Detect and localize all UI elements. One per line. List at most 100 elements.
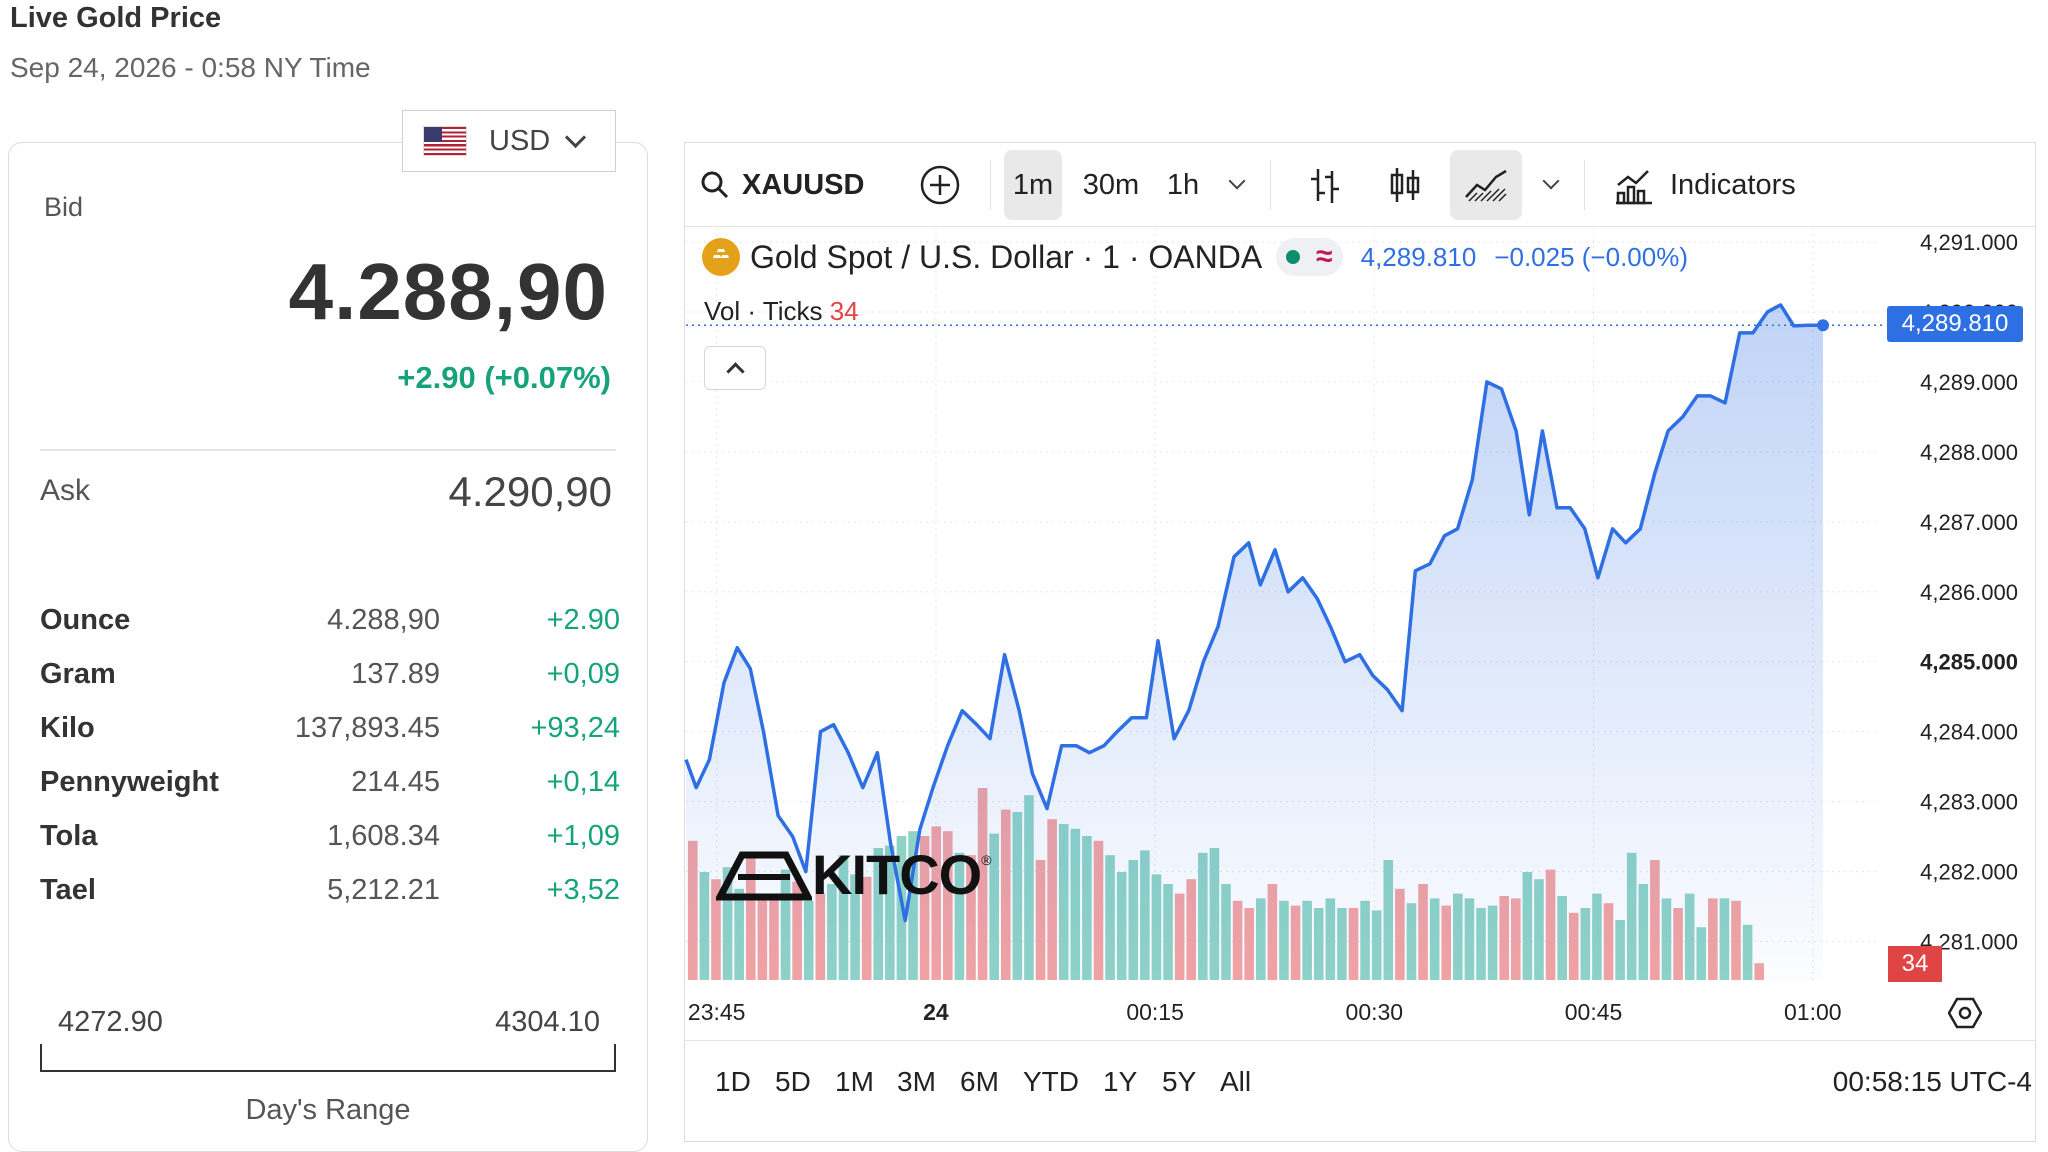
chart-type-dropdown[interactable] — [1536, 150, 1566, 220]
plus-circle-icon — [920, 165, 960, 205]
volume-legend-label: Vol · Ticks — [704, 296, 823, 326]
interval-30m[interactable]: 30m — [1082, 168, 1140, 201]
unit-row-tael: Tael 5,212.21 +3,52 — [40, 874, 620, 928]
kitco-logo-mark — [716, 851, 812, 900]
y-tick-label: 4,283.000 — [1920, 790, 2018, 815]
indicators-button[interactable]: Indicators — [1614, 150, 1814, 220]
chevron-down-icon — [1542, 172, 1560, 190]
kitco-logo: KITCO ® — [716, 842, 992, 907]
ask-label: Ask — [40, 474, 91, 507]
x-tick-label: 00:45 — [1565, 999, 1623, 1025]
legend-change: −0.025 (−0.00%) — [1494, 241, 1688, 272]
unit-row-pennyweight: Pennyweight 214.45 +0,14 — [40, 766, 620, 820]
area-chart-icon — [1465, 169, 1507, 202]
legend-status-pills[interactable]: ≈ — [1276, 238, 1343, 276]
compare-button[interactable] — [916, 150, 964, 220]
chevron-down-icon — [1228, 172, 1246, 190]
symbol-label: XAUUSD — [742, 168, 865, 201]
collapse-legend-button[interactable] — [704, 346, 766, 390]
symbol-search[interactable]: XAUUSD — [700, 150, 880, 220]
unit-row-gram: Gram 137.89 +0,09 — [40, 658, 620, 712]
day-range-bar — [40, 1044, 616, 1072]
candles-chart-type-button[interactable] — [1380, 150, 1430, 220]
last-volume-tag: 34 — [1888, 946, 1942, 982]
chart-toolbar — [684, 144, 2036, 226]
price-area-fill — [686, 304, 1823, 980]
unit-prices-table: Ounce 4.288,90 +2.90 Gram 137.89 +0,09 K… — [40, 604, 620, 928]
range-button-1m[interactable]: 1M — [835, 1066, 874, 1097]
range-button-all[interactable]: All — [1220, 1066, 1252, 1097]
range-button-1y[interactable]: 1Y — [1103, 1066, 1138, 1097]
unit-row-kilo: Kilo 137,893.45 +93,24 — [40, 712, 620, 766]
last-price-tag: 4,289.810 — [1887, 306, 2023, 342]
range-bar-divider — [684, 1040, 2036, 1041]
search-icon — [701, 171, 729, 199]
day-range-high: 4304.10 — [495, 1006, 600, 1038]
unit-row-tola: Tola 1,608.34 +1,09 — [40, 820, 620, 874]
ask-value: 4.290,90 — [448, 468, 613, 515]
x-tick-label: 00:30 — [1346, 999, 1404, 1025]
unit-price: 4.288,90 — [327, 604, 440, 636]
us-flag-icon — [423, 126, 467, 156]
range-button-ytd[interactable]: YTD — [1023, 1066, 1079, 1097]
y-tick-label: 4,286.000 — [1920, 580, 2018, 605]
range-button-1d[interactable]: 1D — [715, 1066, 751, 1097]
interval-1h[interactable]: 1h — [1166, 168, 1200, 201]
indicators-icon — [1616, 170, 1652, 205]
bid-value: 4.288,90 — [288, 247, 608, 336]
bar-chart-type-button[interactable] — [1300, 150, 1350, 220]
page-title: Live Gold Price — [10, 2, 222, 34]
y-tick-label: 4,285.000 — [1920, 650, 2018, 675]
legend-price: 4,289.810 — [1360, 241, 1477, 272]
unit-price: 1,608.34 — [327, 820, 440, 852]
interval-1m[interactable]: 1m — [1004, 150, 1062, 220]
unit-price: 214.45 — [351, 766, 440, 798]
range-button-5d[interactable]: 5D — [775, 1066, 811, 1097]
unit-change: +0,14 — [546, 766, 620, 798]
unit-name: Ounce — [40, 604, 131, 636]
kitco-wordmark: KITCO — [812, 843, 982, 906]
range-button-5y[interactable]: 5Y — [1162, 1066, 1197, 1097]
x-tick-label: 24 — [923, 999, 949, 1025]
bid-change: +2.90 (+0.07%) — [397, 360, 611, 395]
unit-name: Tael — [40, 874, 96, 906]
currency-select[interactable]: USD — [402, 110, 616, 172]
unit-name: Pennyweight — [40, 766, 219, 798]
unit-name: Gram — [40, 658, 116, 690]
range-button-6m[interactable]: 6M — [960, 1066, 999, 1097]
area-chart-type-button[interactable] — [1450, 150, 1522, 220]
ohlc-bars-icon — [1311, 169, 1339, 203]
chart-clock: 00:58:15 UTC-4 — [1832, 1066, 2032, 1097]
day-range-label: Day's Range — [245, 1094, 411, 1126]
chevron-down-icon — [565, 126, 587, 148]
registered-icon: ® — [981, 851, 992, 868]
settings-icon[interactable] — [1948, 996, 1982, 1030]
unit-price: 137,893.45 — [294, 712, 440, 744]
unit-row-ounce: Ounce 4.288,90 +2.90 — [40, 604, 620, 658]
range-button-3m[interactable]: 3M — [897, 1066, 936, 1097]
unit-change: +1,09 — [546, 820, 620, 852]
legend-symbol-name: Gold Spot / U.S. Dollar · 1 · OANDA — [750, 238, 1263, 275]
panel-divider — [40, 449, 616, 451]
y-tick-label: 4,288.000 — [1920, 440, 2018, 465]
delayed-data-icon: ≈ — [1316, 240, 1333, 273]
candlestick-icon — [1390, 168, 1420, 202]
y-tick-label: 4,291.000 — [1920, 230, 2018, 255]
y-tick-label: 4,282.000 — [1920, 860, 2018, 885]
page-subtitle: Sep 24, 2026 - 0:58 NY Time — [10, 52, 371, 83]
toolbar-divider — [684, 226, 2036, 227]
volume-legend-value: 34 — [829, 296, 859, 326]
y-tick-label: 4,289.000 — [1920, 370, 2018, 395]
x-tick-label: 00:15 — [1126, 999, 1184, 1025]
x-tick-label: 01:00 — [1784, 999, 1842, 1025]
day-range-low: 4272.90 — [58, 1006, 163, 1038]
unit-change: +0,09 — [546, 658, 620, 690]
bid-label: Bid — [44, 192, 84, 222]
y-tick-label: 4,287.000 — [1920, 510, 2018, 535]
market-open-dot-icon — [1286, 250, 1301, 264]
unit-name: Kilo — [40, 712, 95, 744]
volume-legend: Vol · Ticks 34 — [704, 296, 859, 327]
interval-dropdown[interactable] — [1222, 150, 1252, 220]
price-series-line — [684, 303, 1823, 923]
